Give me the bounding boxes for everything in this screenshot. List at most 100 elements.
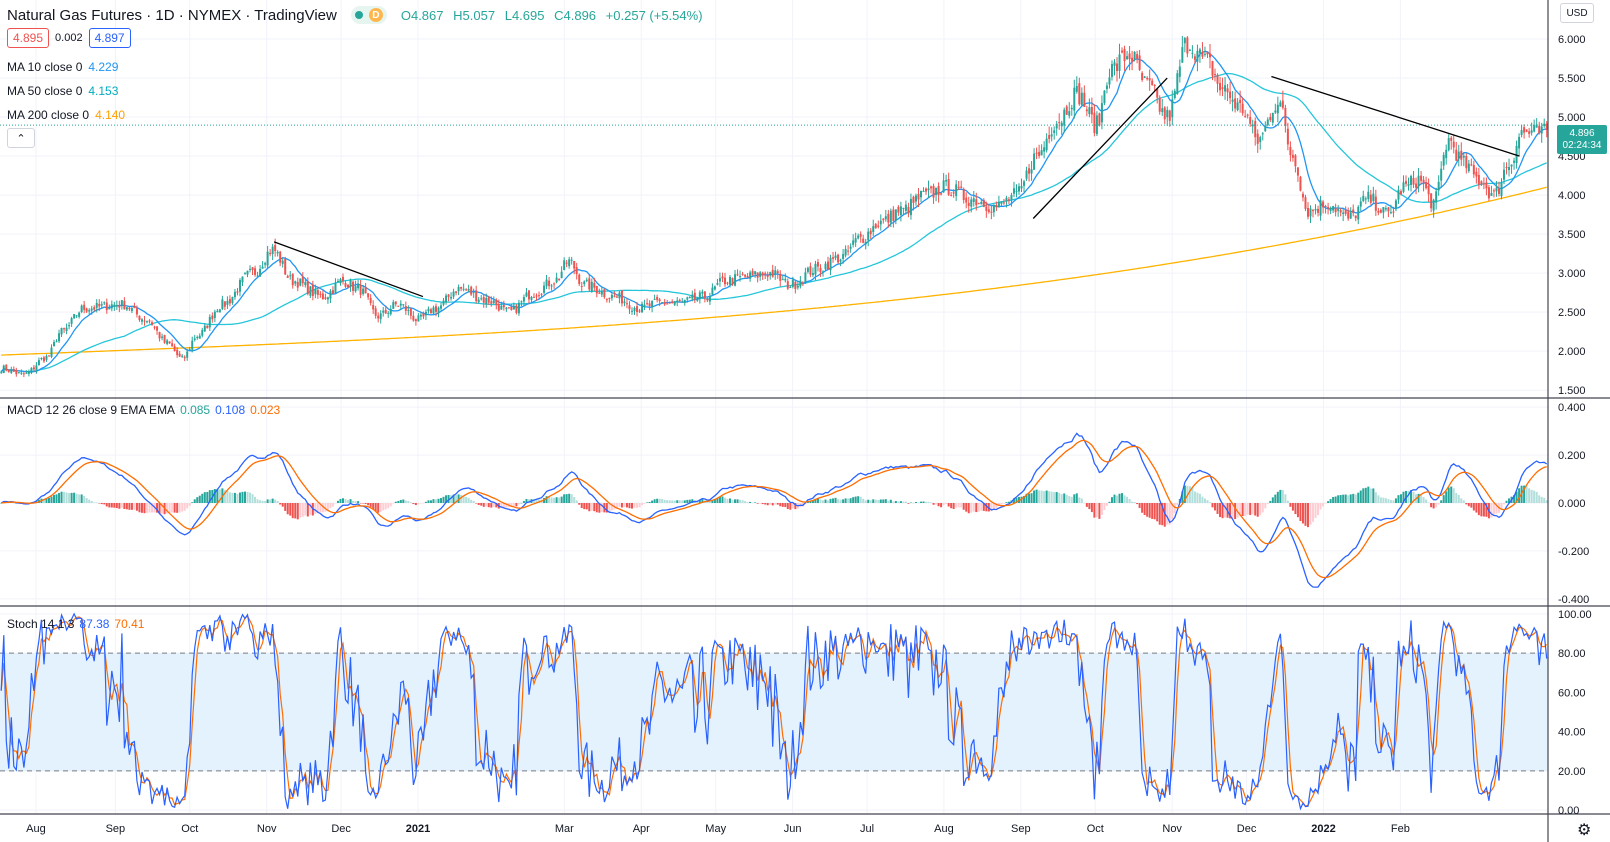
buy-button[interactable]: 4.897 bbox=[88, 28, 131, 48]
candle-body bbox=[1397, 189, 1400, 200]
macd-hist-bar bbox=[942, 503, 945, 506]
price-tick-label: 3.000 bbox=[1558, 268, 1586, 280]
candle-body bbox=[543, 285, 546, 293]
macd-hist-bar bbox=[236, 493, 239, 503]
candle-body bbox=[1053, 130, 1056, 134]
candle-body bbox=[565, 262, 568, 264]
candle-body bbox=[1286, 128, 1289, 145]
macd-hist-bar bbox=[1058, 492, 1061, 503]
market-status[interactable]: D bbox=[350, 6, 387, 24]
candle-body bbox=[1050, 134, 1053, 137]
macd-hist-bar bbox=[475, 503, 478, 504]
macd-hist-bar bbox=[397, 500, 400, 503]
macd-hist-bar bbox=[967, 503, 970, 514]
time-axis-label: Oct bbox=[181, 823, 198, 835]
candle-body bbox=[183, 356, 186, 359]
macd-hist-bar bbox=[1271, 497, 1274, 503]
macd-hist-bar bbox=[1286, 500, 1289, 503]
ma200-legend[interactable]: MA 200 close 0 4.140 bbox=[7, 108, 125, 122]
macd-hist-bar bbox=[218, 489, 221, 503]
macd-hist-bar bbox=[1505, 500, 1508, 503]
spread-value: 0.002 bbox=[55, 32, 83, 44]
macd-hist-bar bbox=[816, 498, 819, 503]
macd-hist-bar bbox=[384, 503, 387, 510]
ma10-legend[interactable]: MA 10 close 0 4.229 bbox=[7, 60, 118, 74]
candle-body bbox=[1224, 85, 1227, 92]
candle-body bbox=[1472, 164, 1475, 175]
candle-body bbox=[1337, 209, 1340, 211]
macd-hist-bar bbox=[1221, 503, 1224, 519]
macd-hist-bar bbox=[1073, 494, 1076, 503]
candle-body bbox=[336, 280, 339, 282]
candle-body bbox=[1153, 85, 1156, 87]
macd-hist-bar bbox=[550, 497, 553, 503]
macd-hist-bar bbox=[666, 500, 669, 503]
ma50-legend[interactable]: MA 50 close 0 4.153 bbox=[7, 84, 118, 98]
macd-hist-bar bbox=[1470, 503, 1473, 508]
candle-body bbox=[344, 283, 347, 287]
macd-hist-bar bbox=[744, 501, 747, 503]
settings-gear-icon[interactable]: ⚙ bbox=[1577, 822, 1592, 839]
stoch-legend[interactable]: Stoch 14 1 3 87.38 70.41 bbox=[7, 617, 144, 631]
macd-hist-bar bbox=[580, 503, 583, 509]
macd-hist-bar bbox=[1231, 503, 1234, 519]
candle-body bbox=[452, 291, 455, 297]
candle-body bbox=[216, 310, 219, 313]
macd-tick-label: -0.400 bbox=[1558, 594, 1589, 606]
candle-body bbox=[60, 327, 63, 335]
macd-hist-bar bbox=[130, 503, 133, 510]
candle-body bbox=[1040, 150, 1043, 156]
macd-hist-bar bbox=[462, 495, 465, 503]
candle-body bbox=[171, 343, 174, 347]
candle-body bbox=[1060, 122, 1063, 127]
candle-body bbox=[1364, 198, 1367, 200]
macd-hist-bar bbox=[563, 494, 566, 503]
macd-hist-bar bbox=[1183, 485, 1186, 503]
candle-body bbox=[254, 268, 257, 275]
candle-body bbox=[1083, 92, 1086, 107]
macd-hist-bar bbox=[1045, 490, 1048, 503]
candle-body bbox=[849, 246, 852, 249]
candle-body bbox=[646, 303, 649, 305]
candle-body bbox=[1435, 191, 1438, 203]
candle-body bbox=[1482, 183, 1485, 185]
candle-body bbox=[1259, 137, 1262, 143]
sell-button[interactable]: 4.895 bbox=[7, 28, 50, 48]
collapse-legend-button[interactable]: ⌃ bbox=[7, 128, 35, 148]
macd-hist-bar bbox=[854, 496, 857, 503]
candle-body bbox=[153, 326, 156, 328]
candle-body bbox=[776, 271, 779, 274]
macd-hist-bar bbox=[259, 500, 262, 503]
macd-hist-bar bbox=[1063, 493, 1066, 503]
candle-body bbox=[238, 280, 241, 292]
candle-body bbox=[1480, 181, 1483, 185]
macd-hist-bar bbox=[1274, 494, 1277, 503]
candle-body bbox=[1382, 207, 1385, 213]
macd-hist-bar bbox=[545, 496, 548, 503]
stoch-tick-label: 40.00 bbox=[1558, 727, 1586, 739]
candle-body bbox=[440, 305, 443, 309]
candle-body bbox=[925, 188, 928, 192]
symbol-title[interactable]: Natural Gas Futures · 1D · NYMEX · Tradi… bbox=[7, 6, 337, 24]
candle-body bbox=[779, 273, 782, 281]
macd-hist-bar bbox=[432, 499, 435, 503]
time-axis-label: Jul bbox=[860, 823, 874, 835]
candle-body bbox=[1136, 54, 1139, 59]
macd-hist-bar bbox=[623, 503, 626, 508]
candle-body bbox=[123, 300, 126, 310]
macd-hist-bar bbox=[1216, 503, 1219, 514]
macd-hist-bar bbox=[490, 503, 493, 508]
candle-body bbox=[1201, 51, 1204, 57]
candle-body bbox=[1126, 56, 1129, 60]
candle-body bbox=[590, 281, 593, 292]
macd-value: 0.108 bbox=[215, 403, 246, 417]
candle-body bbox=[1309, 208, 1312, 217]
macd-legend[interactable]: MACD 12 26 close 9 EMA EMA 0.085 0.108 0.02… bbox=[7, 403, 280, 417]
currency-button[interactable]: USD bbox=[1560, 3, 1594, 23]
macd-hist-bar bbox=[1422, 496, 1425, 503]
candle-body bbox=[985, 206, 988, 211]
candle-body bbox=[683, 299, 686, 303]
macd-hist-bar bbox=[512, 503, 515, 506]
macd-hist-bar bbox=[1322, 503, 1325, 507]
